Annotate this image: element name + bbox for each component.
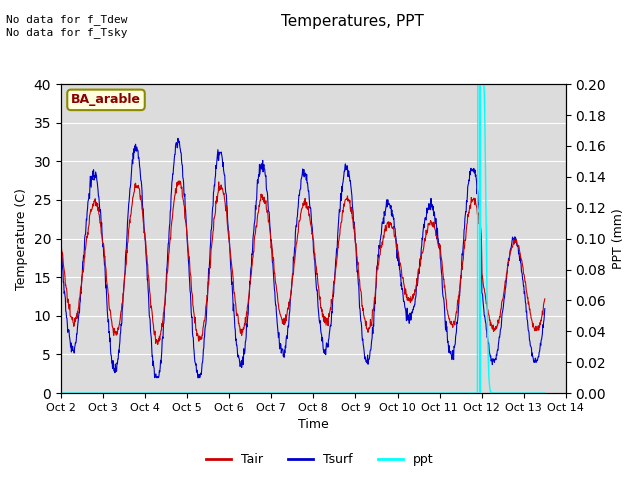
- X-axis label: Time: Time: [298, 419, 329, 432]
- Y-axis label: Temperature (C): Temperature (C): [15, 188, 28, 289]
- Text: Temperatures, PPT: Temperatures, PPT: [280, 14, 424, 29]
- Text: BA_arable: BA_arable: [71, 94, 141, 107]
- Text: No data for f_Tdew
No data for f_Tsky: No data for f_Tdew No data for f_Tsky: [6, 14, 128, 38]
- Legend: Tair, Tsurf, ppt: Tair, Tsurf, ppt: [202, 448, 438, 471]
- Y-axis label: PPT (mm): PPT (mm): [612, 208, 625, 269]
